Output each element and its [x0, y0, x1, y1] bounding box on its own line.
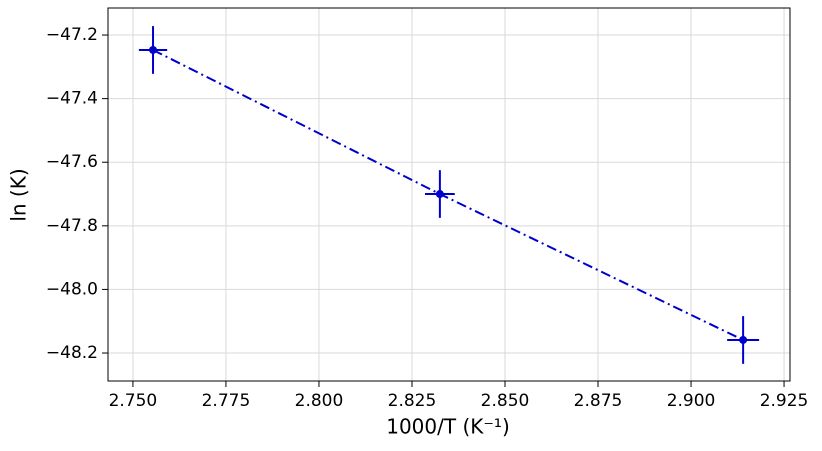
x-tick-label: 2.825	[388, 391, 437, 411]
x-tick-label: 2.775	[202, 391, 251, 411]
y-tick-label: −47.8	[46, 216, 98, 236]
x-tick-label: 2.875	[574, 391, 623, 411]
y-tick-label: −48.0	[46, 279, 98, 299]
x-tick-label: 2.925	[760, 391, 809, 411]
y-tick-label: −47.6	[46, 152, 98, 172]
point	[149, 45, 158, 54]
x-axis-label: 1000/T (K⁻¹)	[386, 415, 510, 439]
y-tick-label: −47.4	[46, 89, 98, 109]
y-tick-label: −48.2	[46, 343, 98, 363]
x-tick-label: 2.850	[481, 391, 530, 411]
y-tick-label: −47.2	[46, 25, 98, 45]
x-tick-label: 2.800	[295, 391, 344, 411]
x-tick-label: 2.900	[667, 391, 716, 411]
point	[739, 335, 748, 344]
plot-frame	[107, 7, 791, 382]
x-tick-label: 2.750	[109, 391, 158, 411]
point	[435, 190, 444, 199]
y-axis-label: ln (K)	[7, 168, 31, 221]
